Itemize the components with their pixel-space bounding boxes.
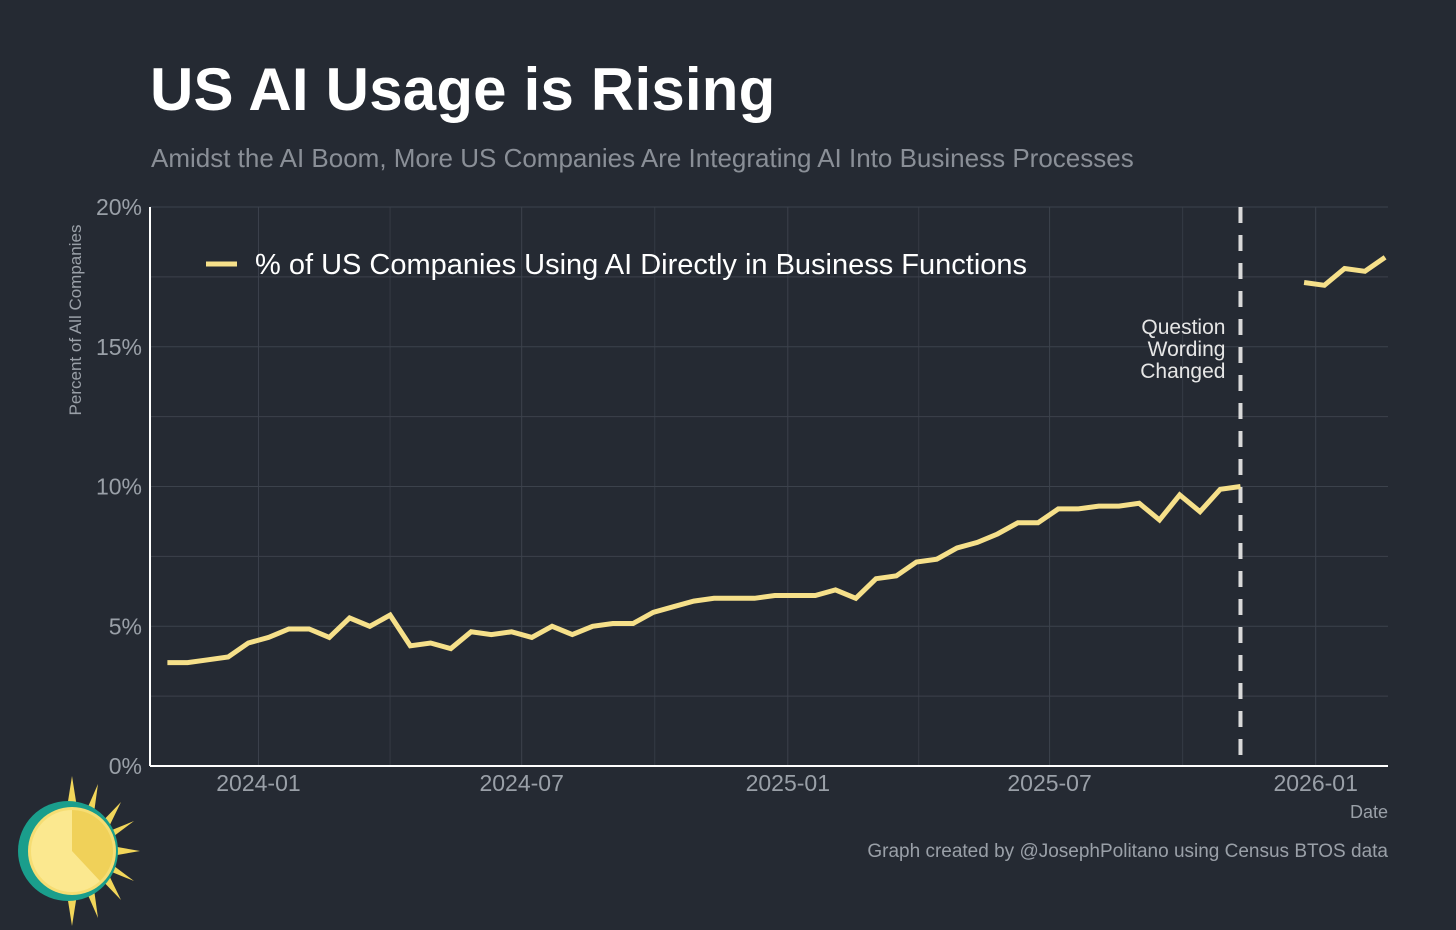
legend-label: % of US Companies Using AI Directly in B… [255,249,1027,281]
y-tick-label: 5% [109,613,142,639]
source-credit: Graph created by @JosephPolitano using C… [867,841,1388,862]
y-tick-label: 15% [96,334,142,360]
x-axis-title: Date [1350,802,1388,822]
chart-title: US AI Usage is Rising [150,56,776,123]
y-tick-label: 10% [96,474,142,500]
series-line [1303,255,1387,288]
y-tick-label: 0% [109,753,142,779]
annotation-text: Changed [1140,360,1225,383]
series-line [167,484,1241,666]
x-tick-label: 2025-07 [1007,770,1091,796]
annotation-text: Question [1141,316,1225,339]
x-tick-label: 2025-01 [746,770,830,796]
y-tick-label: 20% [96,194,142,220]
x-tick-label: 2026-01 [1273,770,1357,796]
annotation-text: Wording [1148,338,1226,361]
y-axis-title: Percent of All Companies [66,225,85,416]
x-tick-label: 2024-01 [216,770,300,796]
chart-subtitle: Amidst the AI Boom, More US Companies Ar… [151,143,1134,173]
sun-logo-icon [18,776,140,926]
x-tick-label: 2024-07 [479,770,563,796]
